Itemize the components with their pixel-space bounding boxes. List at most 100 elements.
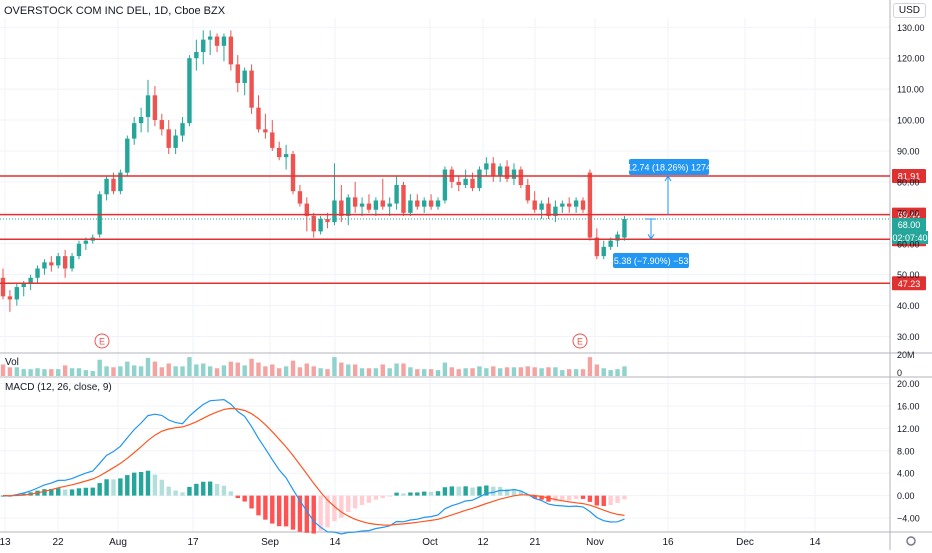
candle-body xyxy=(380,200,385,207)
price-label-box xyxy=(892,169,926,184)
volume-bar xyxy=(83,370,89,376)
macd-histogram-bar xyxy=(560,495,565,501)
macd-histogram-bar xyxy=(401,493,406,496)
candle-body xyxy=(567,203,572,207)
symbol-title[interactable]: OVERSTOCK COM INC DEL, 1D, Cboe BZX xyxy=(4,5,226,17)
volume-bar xyxy=(587,357,593,376)
candle-body xyxy=(366,203,372,210)
candle-body xyxy=(332,200,337,223)
candle-body xyxy=(221,36,227,46)
time-tick-label: Nov xyxy=(586,537,604,548)
price-label-text: 81.91 xyxy=(898,172,921,182)
volume-bar xyxy=(594,364,600,376)
volume-bar xyxy=(159,367,165,376)
volume-bar xyxy=(497,368,503,376)
macd-histogram-bar xyxy=(173,490,178,496)
price-label-text: 69.44 xyxy=(898,210,921,220)
price-tick-label: 100.00 xyxy=(897,116,925,126)
candle-body xyxy=(228,36,234,65)
volume-bar xyxy=(277,368,282,376)
volume-bar xyxy=(601,368,606,376)
macd-histogram-bar xyxy=(477,486,482,496)
macd-histogram-bar xyxy=(449,486,455,496)
volume-bar xyxy=(518,367,524,376)
price-tick-label: 90.00 xyxy=(897,146,920,156)
volume-bar xyxy=(242,365,247,376)
macd-histogram-bar xyxy=(283,495,289,527)
countdown-text: 02:07:40 xyxy=(892,233,927,243)
candle-body xyxy=(201,39,206,53)
candle-body xyxy=(511,169,517,179)
macd-histogram-bar xyxy=(422,491,427,496)
candle-body xyxy=(352,197,358,207)
volume-bar xyxy=(290,360,296,376)
volume-bar xyxy=(553,367,558,376)
volume-bar xyxy=(187,357,192,376)
volume-bar xyxy=(0,364,6,376)
macd-label[interactable]: MACD (12, 26, close, 9) xyxy=(5,382,112,393)
volume-bar xyxy=(249,358,254,376)
volume-bar xyxy=(332,357,337,376)
time-tick-label: 14 xyxy=(809,537,821,548)
macd-histogram-bar xyxy=(442,487,448,496)
volume-bar xyxy=(401,363,406,376)
measure-down-box[interactable] xyxy=(613,253,689,268)
macd-histogram-bar xyxy=(290,495,296,530)
volume-tick-label: 0 xyxy=(897,368,902,378)
volume-bar xyxy=(380,364,385,376)
macd-histogram-bar xyxy=(387,495,392,497)
candle-body xyxy=(546,203,551,216)
macd-histogram-bar xyxy=(207,481,213,496)
macd-tick-label: 0.00 xyxy=(897,491,915,501)
candle-body xyxy=(194,52,199,59)
volume-bar xyxy=(138,366,144,376)
volume-bar xyxy=(111,367,116,376)
macd-tick-label: 16.00 xyxy=(897,402,920,412)
time-tick-label: 21 xyxy=(529,537,541,548)
measure-up-box[interactable] xyxy=(629,159,709,175)
volume-bar xyxy=(201,363,206,376)
macd-histogram-bar xyxy=(325,495,330,528)
candle-body xyxy=(435,200,441,207)
macd-histogram-bar xyxy=(470,487,475,496)
volume-bar xyxy=(394,363,399,376)
macd-histogram-bar xyxy=(539,495,544,500)
macd-histogram-bar xyxy=(249,495,254,509)
volume-bar xyxy=(263,366,268,376)
candle-body xyxy=(477,169,482,189)
candle-body xyxy=(242,70,247,83)
volume-bar xyxy=(366,368,372,376)
macd-histogram-bar xyxy=(497,486,503,496)
volume-label[interactable]: Vol xyxy=(5,357,19,368)
macd-histogram-bar xyxy=(221,485,227,496)
macd-line xyxy=(2,398,625,535)
price-tick-label: 80.00 xyxy=(897,177,920,187)
macd-histogram-bar xyxy=(463,486,468,496)
volume-bar xyxy=(339,362,344,376)
earnings-marker[interactable] xyxy=(572,333,588,349)
earnings-marker[interactable] xyxy=(94,333,110,349)
macd-histogram-bar xyxy=(180,492,185,496)
volume-bar xyxy=(442,362,448,376)
volume-bar xyxy=(470,368,475,376)
price-tick-label: 50.00 xyxy=(897,270,920,280)
volume-bar xyxy=(35,368,40,376)
volume-bar xyxy=(76,368,82,376)
candle-body xyxy=(594,237,600,257)
macd-histogram-bar xyxy=(622,495,627,500)
macd-histogram-bar xyxy=(166,486,171,496)
volume-bar xyxy=(7,367,13,376)
macd-histogram-bar xyxy=(594,495,600,506)
candle-body xyxy=(539,203,544,210)
macd-histogram-bar xyxy=(118,478,123,496)
macd-histogram-bar xyxy=(518,491,524,496)
candle-body xyxy=(131,123,137,139)
gear-icon[interactable] xyxy=(906,536,916,546)
currency-button[interactable]: USD xyxy=(892,3,926,18)
candle-body xyxy=(304,203,310,216)
candle-body xyxy=(104,178,109,195)
candle-body xyxy=(35,268,40,278)
candle-body xyxy=(14,287,20,300)
candle-body xyxy=(283,154,289,158)
